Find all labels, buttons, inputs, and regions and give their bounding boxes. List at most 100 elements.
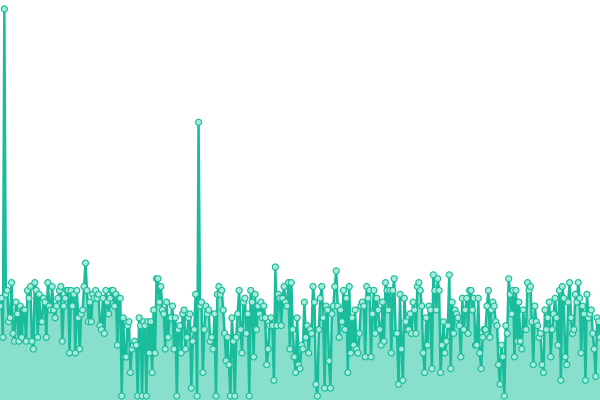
data-point <box>87 318 95 326</box>
data-point <box>448 298 456 306</box>
data-point <box>26 282 35 291</box>
data-point <box>247 286 255 295</box>
data-point <box>321 384 329 392</box>
data-point <box>364 294 372 302</box>
data-point <box>296 365 304 373</box>
data-point <box>65 349 74 357</box>
data-point <box>518 345 526 353</box>
data-point <box>419 349 427 357</box>
data-point <box>464 329 472 338</box>
data-point <box>496 380 504 388</box>
data-point <box>393 329 401 338</box>
data-point <box>565 279 574 287</box>
data-point <box>481 325 490 334</box>
data-point <box>119 314 127 322</box>
data-point <box>270 376 278 384</box>
data-point <box>197 298 206 306</box>
data-point <box>110 302 119 310</box>
data-point <box>193 392 201 400</box>
data-point <box>396 290 404 298</box>
data-point <box>187 384 195 392</box>
data-point <box>71 349 79 357</box>
data-point <box>73 286 81 295</box>
data-point <box>564 298 572 306</box>
data-point <box>164 333 172 341</box>
data-point <box>380 337 388 345</box>
data-point <box>7 279 16 287</box>
data-point <box>434 275 442 283</box>
data-point <box>428 365 436 373</box>
data-point <box>290 353 298 361</box>
data-point <box>371 329 379 338</box>
data-point <box>148 368 156 377</box>
data-point <box>479 333 487 341</box>
data-point <box>490 302 498 310</box>
data-point <box>454 314 462 322</box>
data-point <box>526 282 535 291</box>
data-point <box>441 349 449 357</box>
data-point <box>539 368 548 377</box>
data-point <box>426 306 435 314</box>
data-point <box>560 294 568 302</box>
data-point <box>245 392 253 400</box>
data-point <box>467 286 475 295</box>
data-point <box>339 286 348 295</box>
data-point <box>18 333 26 341</box>
data-point <box>484 286 493 295</box>
data-point <box>497 341 506 349</box>
data-point <box>410 306 419 314</box>
data-point <box>483 302 491 310</box>
data-point <box>300 298 308 306</box>
data-point <box>161 345 169 353</box>
data-point <box>387 349 395 357</box>
data-point <box>384 306 393 314</box>
data-point <box>205 306 213 314</box>
data-point <box>332 267 340 275</box>
data-point <box>231 392 239 400</box>
data-point <box>76 345 84 353</box>
data-point <box>512 286 520 295</box>
data-point <box>561 353 569 361</box>
data-point <box>336 306 345 314</box>
data-point <box>545 298 553 306</box>
data-point <box>183 333 191 341</box>
series-area <box>0 8 600 400</box>
data-point <box>515 298 523 306</box>
data-point <box>596 333 600 341</box>
data-point <box>209 345 217 353</box>
data-point <box>574 279 582 287</box>
data-point <box>412 329 420 338</box>
data-point <box>310 298 319 306</box>
data-point <box>118 392 126 400</box>
data-point <box>436 368 445 377</box>
data-point <box>248 298 256 306</box>
data-point <box>151 349 159 357</box>
data-point <box>547 353 555 361</box>
data-point <box>41 298 49 306</box>
data-point <box>554 341 562 349</box>
data-point <box>542 325 550 334</box>
data-point <box>551 294 559 302</box>
data-point <box>289 325 297 334</box>
data-point <box>293 314 301 322</box>
data-point <box>58 337 66 345</box>
data-point <box>160 310 168 318</box>
data-point <box>548 325 556 334</box>
data-point <box>476 349 484 357</box>
data-point <box>342 294 350 302</box>
data-point <box>522 325 530 334</box>
data-point <box>474 294 482 302</box>
data-point <box>344 368 352 377</box>
data-point <box>86 298 94 306</box>
data-point <box>590 345 598 353</box>
data-point <box>147 318 155 326</box>
data-point <box>390 275 398 283</box>
data-point <box>81 259 90 267</box>
data-point <box>28 337 36 345</box>
data-point <box>132 341 140 349</box>
data-point <box>242 329 250 338</box>
data-point <box>48 282 56 291</box>
data-point <box>519 306 527 314</box>
data-point <box>576 294 584 302</box>
data-point <box>460 325 468 334</box>
